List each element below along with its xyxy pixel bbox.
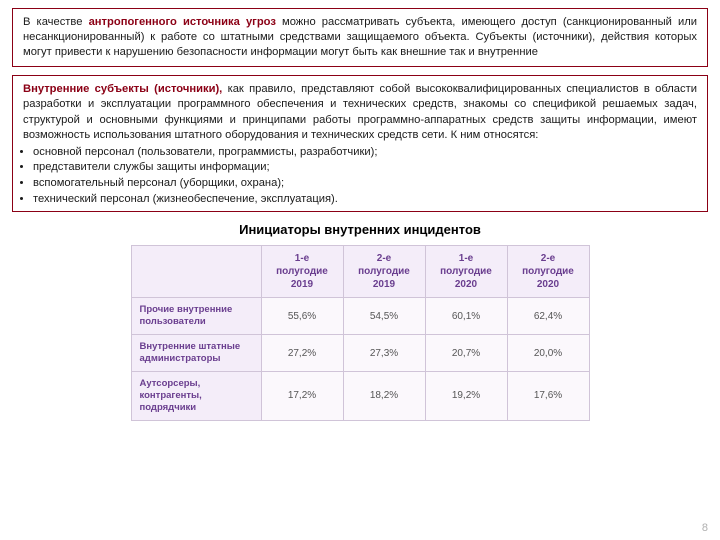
list-item: основной персонал (пользователи, програм… bbox=[33, 145, 697, 161]
list-item: вспомогательный персонал (уборщики, охра… bbox=[33, 176, 697, 192]
cell: 27,2% bbox=[261, 335, 343, 372]
th-col: 2-е полугодие 2020 bbox=[507, 246, 589, 298]
cell: 27,3% bbox=[343, 335, 425, 372]
incidents-table: 1-е полугодие 2019 2-е полугодие 2019 1-… bbox=[131, 245, 590, 420]
th-col: 1-е полугодие 2020 bbox=[425, 246, 507, 298]
cell: 18,2% bbox=[343, 371, 425, 420]
cell: 60,1% bbox=[425, 298, 507, 335]
table-title: Инициаторы внутренних инцидентов bbox=[12, 222, 708, 237]
box1-accent: антропогенного источника угроз bbox=[89, 16, 276, 28]
th-col: 1-е полугодие 2019 bbox=[261, 246, 343, 298]
cell: 19,2% bbox=[425, 371, 507, 420]
table-row: Внутренние штатные администраторы 27,2% … bbox=[131, 335, 589, 372]
cell: 54,5% bbox=[343, 298, 425, 335]
box-anthropogenic: В качестве антропогенного источника угро… bbox=[12, 8, 708, 67]
box-internal-subjects: Внутренние субъекты (источники), как пра… bbox=[12, 75, 708, 212]
box2-accent: Внутренние субъекты (источники), bbox=[23, 83, 222, 95]
table-row: Аутсорсеры, контрагенты, подрядчики 17,2… bbox=[131, 371, 589, 420]
row-label: Аутсорсеры, контрагенты, подрядчики bbox=[131, 371, 261, 420]
list-item: технический персонал (жизнеобеспечение, … bbox=[33, 192, 697, 208]
cell: 55,6% bbox=[261, 298, 343, 335]
table-header-row: 1-е полугодие 2019 2-е полугодие 2019 1-… bbox=[131, 246, 589, 298]
table-row: Прочие внутренние пользователи 55,6% 54,… bbox=[131, 298, 589, 335]
cell: 17,2% bbox=[261, 371, 343, 420]
box1-before: В качестве bbox=[23, 16, 89, 28]
th-blank bbox=[131, 246, 261, 298]
row-label: Внутренние штатные администраторы bbox=[131, 335, 261, 372]
row-label: Прочие внутренние пользователи bbox=[131, 298, 261, 335]
bullet-list: основной персонал (пользователи, програм… bbox=[29, 145, 697, 208]
cell: 62,4% bbox=[507, 298, 589, 335]
th-col: 2-е полугодие 2019 bbox=[343, 246, 425, 298]
page-number: 8 bbox=[702, 522, 708, 534]
cell: 20,0% bbox=[507, 335, 589, 372]
cell: 20,7% bbox=[425, 335, 507, 372]
list-item: представители службы защиты информации; bbox=[33, 160, 697, 176]
cell: 17,6% bbox=[507, 371, 589, 420]
